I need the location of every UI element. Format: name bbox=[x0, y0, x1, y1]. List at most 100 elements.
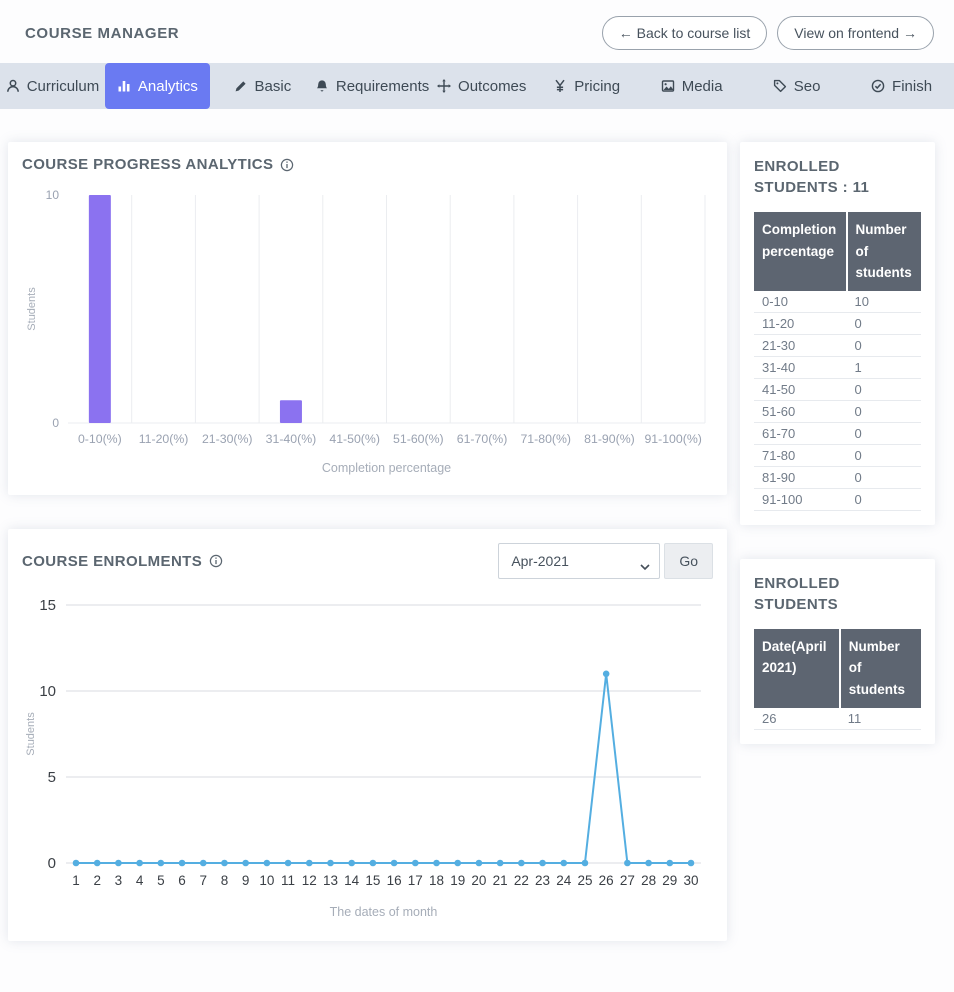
svg-text:14: 14 bbox=[344, 873, 360, 888]
svg-text:2: 2 bbox=[93, 873, 101, 888]
enrolments-card-title: COURSE ENROLMENTS bbox=[22, 552, 203, 570]
course-manager-tabbar: Curriculum Analytics Basic Requirements … bbox=[0, 63, 954, 109]
table-cell: 91-100 bbox=[754, 488, 847, 511]
info-icon[interactable] bbox=[280, 158, 294, 172]
check-circle-icon bbox=[871, 79, 885, 93]
header-actions: ← Back to course list View on frontend → bbox=[592, 16, 934, 50]
tab-media[interactable]: Media bbox=[639, 63, 744, 109]
table-row: 71-80 0 bbox=[754, 444, 921, 467]
tab-label: Outcomes bbox=[458, 77, 527, 95]
month-select[interactable]: Apr-2021 bbox=[498, 543, 661, 579]
svg-text:9: 9 bbox=[242, 873, 250, 888]
table-row: 81-90 0 bbox=[754, 466, 921, 489]
image-icon bbox=[661, 79, 675, 93]
svg-text:16: 16 bbox=[387, 873, 402, 888]
table-cell: 11 bbox=[839, 707, 921, 730]
tab-label: Finish bbox=[892, 77, 933, 95]
table-cell: 0 bbox=[846, 488, 921, 511]
table-cell: 71-80 bbox=[754, 444, 847, 467]
table-cell: 61-70 bbox=[754, 422, 847, 445]
svg-text:Completion percentage: Completion percentage bbox=[322, 461, 451, 475]
table-cell: 31-40 bbox=[754, 356, 847, 379]
tab-label: Seo bbox=[793, 77, 821, 95]
table-cell: 0 bbox=[846, 444, 921, 467]
info-icon[interactable] bbox=[209, 554, 223, 568]
svg-text:7: 7 bbox=[199, 873, 207, 888]
svg-text:26: 26 bbox=[599, 873, 614, 888]
table-header-cell: Number of students bbox=[839, 628, 921, 708]
table-row: 11-20 0 bbox=[754, 312, 921, 335]
svg-text:Students: Students bbox=[26, 287, 38, 331]
tab-pricing[interactable]: Pricing bbox=[534, 63, 639, 109]
enrolled-students-dates-card: ENROLLED STUDENTS Date(April 2021) Number… bbox=[740, 558, 935, 744]
completion-table: Completion percentage Number of students 0… bbox=[754, 212, 921, 511]
table-cell: 26 bbox=[754, 707, 840, 730]
table-header-cell: Completion percentage bbox=[754, 212, 848, 291]
progress-card-title: COURSE PROGRESS ANALYTICS bbox=[22, 156, 274, 173]
svg-text:21-30(%): 21-30(%) bbox=[202, 432, 253, 446]
svg-text:30: 30 bbox=[683, 873, 698, 888]
course-enrolments-card: COURSE ENROLMENTS Apr-2021 Go 0 5 10 15 1 2 3 4… bbox=[8, 529, 727, 941]
tab-label: Basic bbox=[254, 77, 292, 95]
table-cell: 81-90 bbox=[754, 466, 847, 489]
svg-text:20: 20 bbox=[471, 873, 486, 888]
yen-icon bbox=[553, 79, 567, 93]
svg-text:61-70(%): 61-70(%) bbox=[457, 432, 508, 446]
svg-text:23: 23 bbox=[535, 873, 550, 888]
tab-curriculum[interactable]: Curriculum bbox=[0, 63, 105, 109]
tab-label: Curriculum bbox=[26, 77, 100, 95]
table-row: 41-50 0 bbox=[754, 378, 921, 401]
table-cell: 0 bbox=[846, 378, 921, 401]
tab-outcomes[interactable]: Outcomes bbox=[429, 63, 534, 109]
enrolled-students-title: ENROLLED STUDENTS : 11 bbox=[754, 158, 870, 196]
table-cell: 0 bbox=[846, 422, 921, 445]
month-select-wrap: Apr-2021 bbox=[498, 543, 661, 579]
svg-text:10: 10 bbox=[259, 873, 274, 888]
content-area: COURSE PROGRESS ANALYTICS 0 10 0-10(%) 11-2… bbox=[0, 109, 954, 963]
sidebar-column: ENROLLED STUDENTS : 11 Completion percen… bbox=[740, 142, 935, 744]
svg-text:4: 4 bbox=[136, 873, 144, 888]
tab-seo[interactable]: Seo bbox=[744, 63, 849, 109]
tab-basic[interactable]: Basic bbox=[210, 63, 315, 109]
table-row: 0-10 10 bbox=[754, 290, 921, 313]
table-row: 26 11 bbox=[754, 707, 921, 730]
back-to-course-list-button[interactable]: ← Back to course list bbox=[601, 16, 768, 50]
bar-chart-icon bbox=[117, 79, 131, 93]
enrolments-controls: Apr-2021 Go bbox=[498, 543, 713, 579]
svg-text:0-10(%): 0-10(%) bbox=[78, 432, 122, 446]
table-row: 51-60 0 bbox=[754, 400, 921, 423]
svg-text:13: 13 bbox=[323, 873, 338, 888]
table-cell: 21-30 bbox=[754, 334, 847, 357]
svg-text:0: 0 bbox=[48, 855, 56, 872]
svg-text:25: 25 bbox=[577, 873, 592, 888]
svg-text:18: 18 bbox=[429, 873, 444, 888]
main-column: COURSE PROGRESS ANALYTICS 0 10 0-10(%) 11-2… bbox=[8, 142, 727, 941]
view-on-frontend-button[interactable]: View on frontend → bbox=[777, 16, 934, 50]
table-cell: 10 bbox=[846, 290, 921, 313]
svg-text:6: 6 bbox=[178, 873, 186, 888]
tag-icon bbox=[773, 79, 787, 93]
svg-text:27: 27 bbox=[620, 873, 635, 888]
tab-finish[interactable]: Finish bbox=[849, 63, 954, 109]
page-header: COURSE MANAGER ← Back to course list Vie… bbox=[0, 0, 954, 63]
enrolments-card-title-row: COURSE ENROLMENTS bbox=[22, 553, 223, 570]
tab-label: Pricing bbox=[574, 77, 621, 95]
user-icon bbox=[6, 79, 20, 93]
table-cell: 0 bbox=[846, 466, 921, 489]
table-cell: 0 bbox=[846, 312, 921, 335]
tab-label: Requirements bbox=[335, 77, 430, 95]
course-progress-analytics-card: COURSE PROGRESS ANALYTICS 0 10 0-10(%) 11-2… bbox=[8, 142, 727, 495]
table-cell: 41-50 bbox=[754, 378, 847, 401]
table-header-cell: Number of students bbox=[846, 212, 921, 291]
table-cell: 11-20 bbox=[754, 312, 847, 335]
tab-requirements[interactable]: Requirements bbox=[315, 63, 429, 109]
svg-text:51-60(%): 51-60(%) bbox=[393, 432, 444, 446]
progress-bar-chart: 0 10 0-10(%) 11-20(%) 21-30(%) 31-40(%) 41-50(… bbox=[22, 181, 713, 481]
tab-analytics[interactable]: Analytics bbox=[104, 63, 210, 109]
go-button[interactable]: Go bbox=[664, 543, 713, 579]
svg-text:29: 29 bbox=[662, 873, 677, 888]
table-cell: 51-60 bbox=[754, 400, 847, 423]
svg-text:31-40(%): 31-40(%) bbox=[266, 432, 317, 446]
table-row: 31-40 1 bbox=[754, 356, 921, 379]
dates-table: Date(April 2021) Number of students 26 11 bbox=[754, 628, 921, 730]
